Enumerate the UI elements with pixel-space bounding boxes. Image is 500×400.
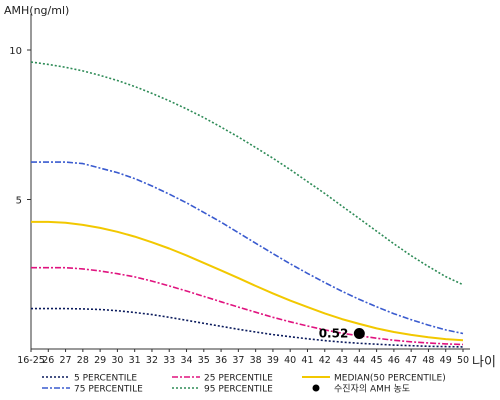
x-tick-label: 49: [440, 355, 452, 366]
x-tick-label: 40: [284, 355, 296, 366]
legend-label: 수진자의 AMH 농도: [334, 384, 410, 395]
legend-label: 75 PERCENTILE: [74, 385, 143, 395]
x-tick-label: 27: [60, 355, 72, 366]
x-tick-label: 16-25: [17, 355, 45, 366]
x-tick-label: 45: [371, 355, 383, 366]
x-tick-label: 42: [319, 355, 331, 366]
legend-marker-swatch: [312, 384, 320, 392]
legend-label: 25 PERCENTILE: [204, 374, 273, 384]
x-tick-label: 34: [180, 355, 192, 366]
series-line-95-percentile: [30, 61, 464, 286]
x-tick-label: 30: [111, 355, 123, 366]
x-tick-label: 37: [232, 355, 244, 366]
x-tick-label: 29: [94, 355, 106, 366]
series-line-25-percentile: [31, 266, 464, 346]
x-tick-label: 46: [388, 355, 400, 366]
y-tick-label: 10: [9, 46, 22, 57]
x-tick-label: 43: [336, 355, 348, 366]
x-tick-label: 50: [457, 355, 469, 366]
x-tick-label: 44: [353, 355, 365, 366]
series-line-median-50-percentile: [31, 220, 464, 342]
y-axis-label: AMH(ng/ml): [4, 4, 69, 17]
series-line-75-percentile: [31, 161, 464, 335]
x-tick-label: 48: [422, 355, 434, 366]
x-tick-label: 38: [250, 355, 262, 366]
legend-label: 95 PERCENTILE: [204, 385, 273, 395]
x-tick-label: 47: [405, 355, 417, 366]
x-tick-label: 31: [129, 355, 141, 366]
x-tick-label: 28: [77, 355, 89, 366]
x-axis-label: 나이: [472, 355, 496, 370]
legend-label: MEDIAN(50 PERCENTILE): [334, 374, 446, 384]
x-tick-label: 26: [42, 355, 54, 366]
y-tick-label: 5: [16, 196, 22, 207]
x-tick-label: 32: [146, 355, 158, 366]
x-tick-label: 33: [163, 355, 175, 366]
patient-amh-value-label: 0.52: [319, 326, 349, 340]
legend-label: 5 PERCENTILE: [74, 374, 137, 384]
series-line-5-percentile: [31, 307, 464, 348]
patient-amh-marker: [353, 327, 365, 339]
x-tick-label: 35: [198, 355, 210, 366]
x-tick-label: 39: [267, 355, 279, 366]
x-tick-label: 36: [215, 355, 227, 366]
x-tick-label: 41: [301, 355, 313, 366]
